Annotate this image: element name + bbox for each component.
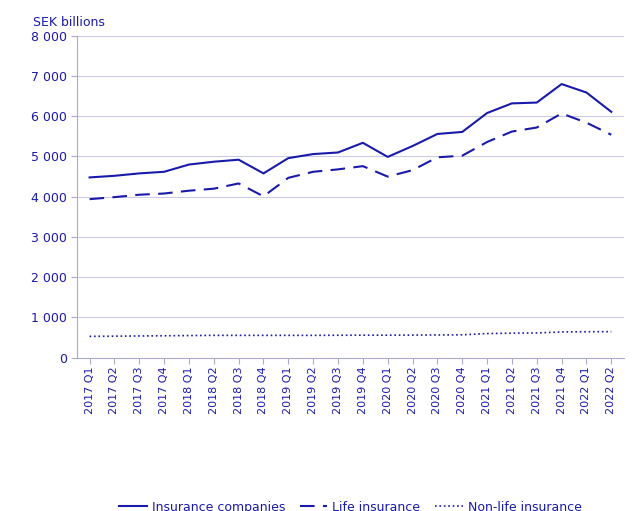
Insurance companies bbox=[433, 131, 441, 137]
Text: SEK billions: SEK billions bbox=[33, 16, 105, 29]
Life insurance bbox=[210, 185, 217, 192]
Insurance companies bbox=[309, 151, 317, 157]
Non-life insurance bbox=[136, 333, 143, 339]
Insurance companies bbox=[160, 169, 168, 175]
Insurance companies bbox=[484, 110, 491, 116]
Non-life insurance bbox=[583, 329, 590, 335]
Insurance companies bbox=[359, 140, 367, 146]
Life insurance bbox=[111, 194, 118, 200]
Insurance companies bbox=[284, 155, 292, 161]
Non-life insurance bbox=[160, 333, 168, 339]
Insurance companies bbox=[533, 100, 541, 106]
Life insurance bbox=[260, 193, 267, 199]
Life insurance bbox=[185, 188, 193, 194]
Insurance companies bbox=[210, 158, 217, 165]
Non-life insurance bbox=[86, 333, 93, 339]
Life insurance bbox=[533, 125, 541, 131]
Non-life insurance bbox=[508, 330, 516, 336]
Non-life insurance bbox=[533, 330, 541, 336]
Insurance companies bbox=[508, 100, 516, 106]
Life insurance bbox=[86, 196, 93, 202]
Non-life insurance bbox=[433, 332, 441, 338]
Non-life insurance bbox=[359, 332, 367, 338]
Life insurance bbox=[458, 153, 466, 159]
Insurance companies bbox=[409, 143, 417, 149]
Non-life insurance bbox=[210, 332, 217, 338]
Life insurance bbox=[235, 180, 242, 187]
Non-life insurance bbox=[384, 332, 392, 338]
Life insurance bbox=[359, 163, 367, 169]
Life insurance bbox=[384, 174, 392, 180]
Insurance companies bbox=[185, 161, 193, 168]
Insurance companies bbox=[458, 129, 466, 135]
Insurance companies bbox=[334, 149, 342, 155]
Non-life insurance bbox=[284, 332, 292, 338]
Life insurance bbox=[309, 169, 317, 175]
Non-life insurance bbox=[458, 332, 466, 338]
Insurance companies bbox=[608, 109, 615, 115]
Non-life insurance bbox=[235, 332, 242, 338]
Life insurance bbox=[608, 132, 615, 138]
Life insurance bbox=[160, 191, 168, 197]
Non-life insurance bbox=[557, 329, 565, 335]
Insurance companies bbox=[583, 89, 590, 96]
Line: Life insurance: Life insurance bbox=[89, 113, 611, 199]
Non-life insurance bbox=[334, 332, 342, 338]
Life insurance bbox=[583, 120, 590, 126]
Non-life insurance bbox=[111, 333, 118, 339]
Life insurance bbox=[284, 175, 292, 181]
Legend: Insurance companies, Life insurance, Non-life insurance: Insurance companies, Life insurance, Non… bbox=[114, 496, 587, 511]
Insurance companies bbox=[557, 81, 565, 87]
Non-life insurance bbox=[260, 332, 267, 338]
Line: Non-life insurance: Non-life insurance bbox=[89, 332, 611, 336]
Insurance companies bbox=[136, 170, 143, 176]
Non-life insurance bbox=[484, 331, 491, 337]
Non-life insurance bbox=[409, 332, 417, 338]
Life insurance bbox=[557, 110, 565, 117]
Non-life insurance bbox=[608, 329, 615, 335]
Life insurance bbox=[409, 167, 417, 173]
Life insurance bbox=[433, 154, 441, 160]
Life insurance bbox=[334, 166, 342, 172]
Insurance companies bbox=[260, 170, 267, 176]
Non-life insurance bbox=[185, 333, 193, 339]
Life insurance bbox=[136, 192, 143, 198]
Insurance companies bbox=[235, 157, 242, 163]
Non-life insurance bbox=[309, 332, 317, 338]
Insurance companies bbox=[384, 154, 392, 160]
Life insurance bbox=[508, 128, 516, 134]
Life insurance bbox=[484, 139, 491, 145]
Insurance companies bbox=[111, 173, 118, 179]
Line: Insurance companies: Insurance companies bbox=[89, 84, 611, 177]
Insurance companies bbox=[86, 174, 93, 180]
